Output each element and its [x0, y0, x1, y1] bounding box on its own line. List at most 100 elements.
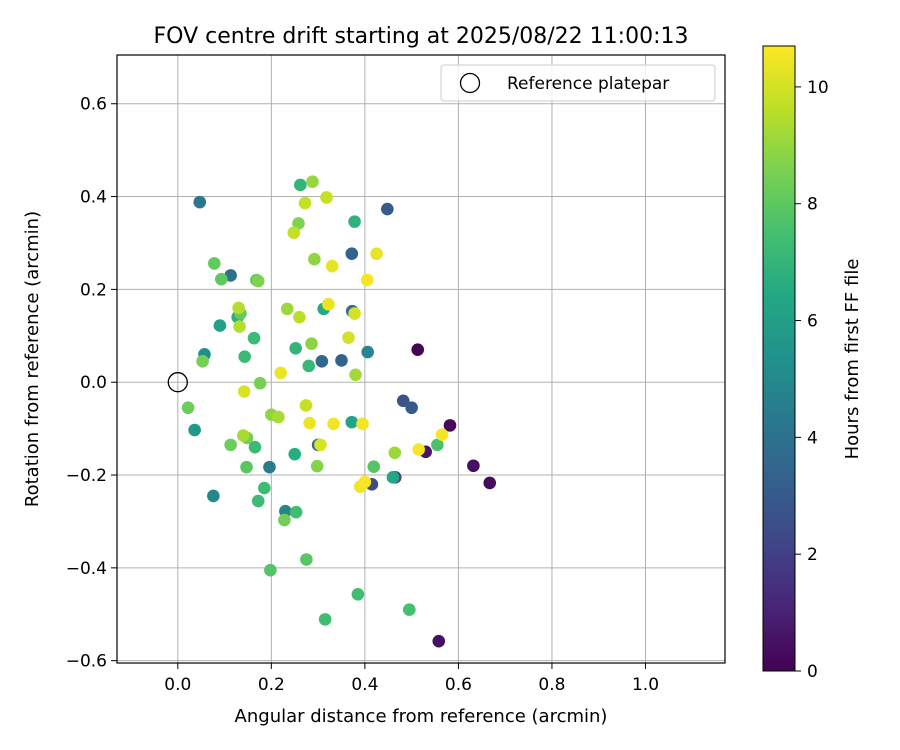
scatter-point — [335, 354, 348, 367]
y-tick-label: 0.2 — [80, 280, 107, 300]
scatter-point — [386, 471, 400, 484]
scatter-point — [253, 376, 267, 390]
y-tick-label: −0.6 — [66, 652, 107, 672]
scatter-point — [280, 302, 294, 316]
scatter-point — [348, 215, 361, 228]
legend-box — [440, 64, 716, 102]
scatter-point — [432, 634, 446, 648]
x-tick-label: 0.6 — [445, 675, 472, 695]
scatter-point — [258, 481, 271, 495]
scatter-point — [278, 513, 291, 527]
plot-frame — [116, 54, 726, 664]
scatter-point — [293, 310, 306, 324]
scatter-point — [388, 446, 402, 460]
legend: Reference platepar — [440, 64, 716, 102]
scatter-point — [405, 401, 418, 415]
scatter-point — [207, 257, 221, 270]
scatter-point — [289, 342, 302, 355]
scatter-point — [237, 385, 251, 398]
scatter-point — [318, 613, 332, 626]
y-axis-ticks: −0.6 −0.4 −0.2 0.0 0.2 0.4 0.6 — [66, 95, 117, 672]
colorbar-gradient — [762, 45, 796, 672]
scatter-point — [325, 259, 339, 273]
scatter-point — [306, 175, 319, 189]
colorbar-tick-label: 8 — [807, 195, 818, 215]
scatter-point — [431, 438, 444, 452]
scatter-point — [308, 252, 321, 266]
x-tick-label: 1.0 — [632, 675, 659, 695]
scatter-point — [314, 438, 327, 452]
scatter-point — [289, 505, 303, 519]
scatter-point — [345, 415, 359, 429]
scatter-point — [351, 588, 365, 601]
scatter-point — [361, 345, 374, 359]
scatter-point — [294, 178, 307, 192]
scatter-point — [320, 191, 333, 204]
scatter-point — [193, 195, 207, 209]
colorbar-tick-label: 0 — [807, 662, 818, 682]
scatter-point — [381, 202, 394, 216]
scatter-point — [233, 320, 246, 333]
scatter-point — [287, 226, 301, 240]
grid — [117, 55, 725, 663]
scatter-point — [396, 394, 410, 408]
scatter-points — [167, 175, 497, 648]
scatter-point — [188, 423, 201, 437]
y-tick-label: 0.0 — [80, 373, 107, 393]
scatter-point — [181, 401, 195, 415]
scatter-point — [467, 459, 480, 473]
scatter-point — [360, 273, 374, 287]
scatter-point — [251, 494, 265, 508]
scatter-point — [345, 247, 359, 260]
scatter-point — [483, 476, 497, 490]
colorbar-tick-label: 4 — [807, 428, 818, 448]
scatter-point — [348, 307, 361, 320]
scatter-point — [247, 331, 261, 345]
x-tick-label: 0.8 — [538, 675, 565, 695]
scatter-point — [232, 301, 245, 315]
y-tick-label: 0.4 — [80, 188, 107, 208]
y-axis-label: Rotation from reference (arcmin) — [22, 211, 43, 507]
reference-platepar-marker — [167, 372, 188, 393]
scatter-point — [248, 440, 262, 454]
legend-label-reference: Reference platepar — [507, 74, 669, 94]
scatter-point — [356, 417, 369, 431]
y-tick-label: −0.4 — [66, 559, 107, 579]
scatter-point — [263, 460, 276, 474]
x-tick-label: 0.0 — [164, 675, 191, 695]
colorbar-tick-label: 6 — [807, 312, 818, 332]
scatter-point — [322, 297, 335, 311]
scatter-point — [327, 417, 340, 431]
legend-marker-reference — [459, 72, 481, 94]
scatter-point — [238, 350, 251, 363]
y-tick-label: 0.6 — [80, 95, 107, 115]
scatter-point — [443, 419, 457, 432]
scatter-point — [298, 196, 312, 210]
scatter-point — [251, 274, 265, 288]
colorbar-ticks: 0 2 4 6 8 10 — [795, 78, 829, 682]
colorbar-tick-label: 10 — [807, 78, 829, 98]
scatter-point — [214, 272, 228, 286]
scatter-point — [302, 359, 316, 373]
scatter-point — [240, 460, 253, 474]
scatter-point — [349, 368, 362, 382]
scatter-point — [236, 429, 250, 442]
x-tick-label: 0.2 — [258, 675, 285, 695]
scatter-point — [358, 475, 372, 489]
scatter-point — [367, 460, 381, 473]
scatter-point — [342, 331, 355, 344]
colorbar: 0 2 4 6 8 10 Hours from first FF file — [762, 45, 863, 682]
scatter-point — [196, 355, 209, 368]
scatter-point — [207, 489, 220, 503]
scatter-point — [300, 553, 313, 566]
scatter-point — [310, 459, 324, 473]
scatter-point — [264, 563, 277, 577]
scatter-point — [299, 399, 313, 412]
chart-title: FOV centre drift starting at 2025/08/22 … — [154, 24, 689, 49]
x-axis-label: Angular distance from reference (arcmin) — [235, 706, 608, 727]
scatter-point — [224, 438, 237, 452]
scatter-point — [288, 447, 302, 461]
scatter-point — [274, 366, 287, 380]
scatter-point — [213, 319, 227, 332]
